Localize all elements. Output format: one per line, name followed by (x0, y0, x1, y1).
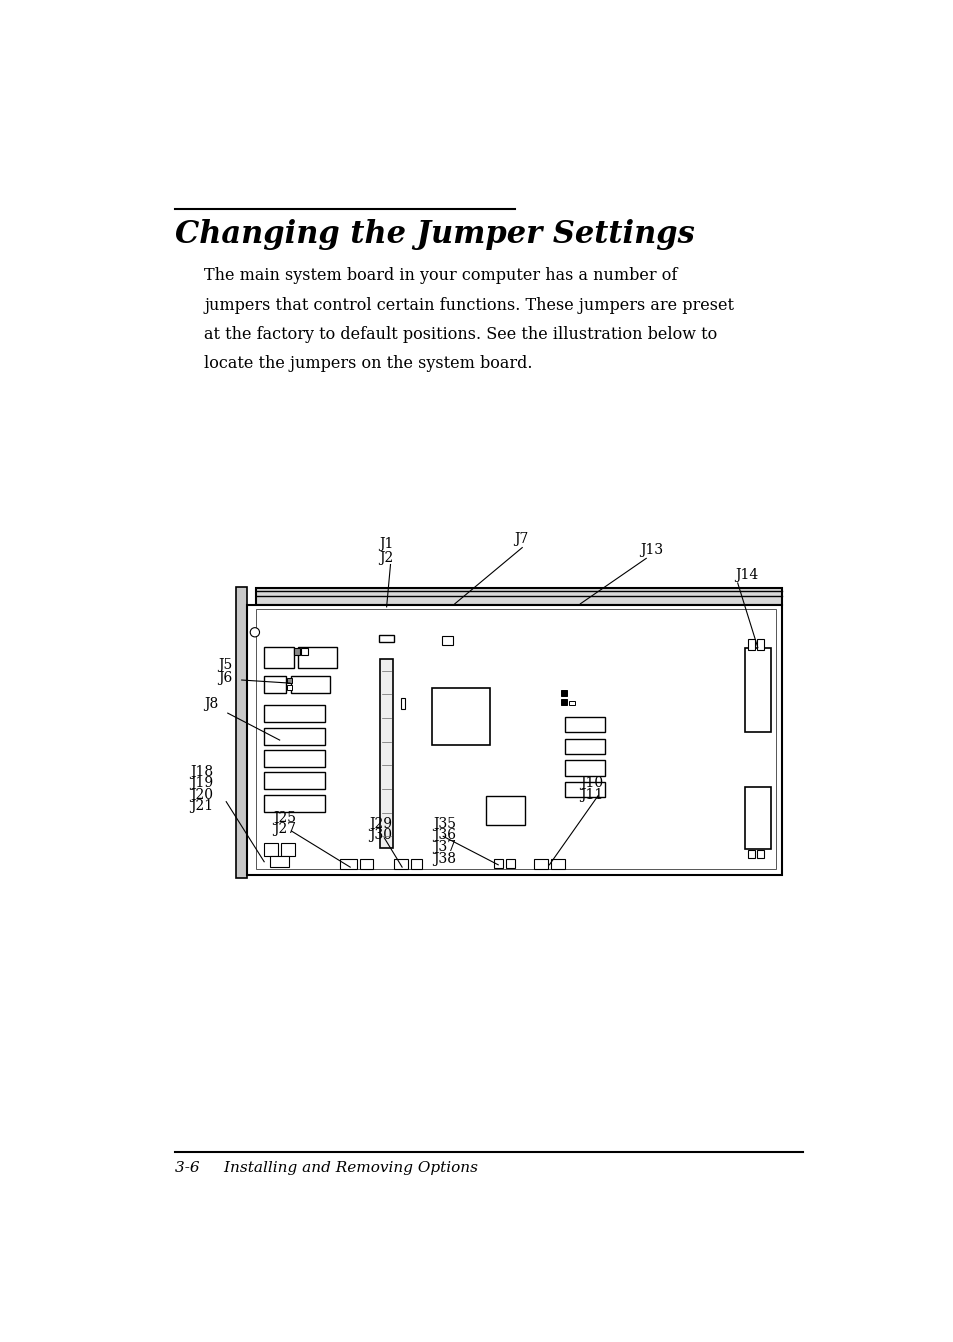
Bar (291, 676, 330, 692)
Text: J5: J5 (218, 659, 233, 672)
Text: J35: J35 (433, 817, 456, 831)
Text: J14: J14 (735, 568, 758, 582)
Text: J7: J7 (514, 531, 528, 546)
Bar (534, 859, 547, 868)
Text: J38: J38 (433, 852, 456, 866)
Bar (744, 786, 770, 848)
Text: J2: J2 (378, 550, 393, 565)
Bar (360, 859, 373, 868)
Bar (264, 773, 324, 789)
Bar (564, 760, 604, 776)
Bar (378, 635, 394, 643)
Bar (264, 750, 324, 768)
Text: J13: J13 (639, 542, 662, 557)
Text: J10: J10 (579, 776, 603, 790)
Bar (744, 648, 770, 733)
Bar (560, 699, 567, 706)
Bar (747, 851, 754, 858)
Bar (485, 796, 524, 825)
Bar (256, 588, 781, 605)
Bar (550, 859, 564, 868)
Text: J29: J29 (369, 817, 392, 831)
Bar (264, 647, 294, 668)
Bar (493, 859, 502, 868)
Bar (264, 727, 324, 745)
Bar (301, 648, 307, 655)
Bar (431, 687, 489, 745)
Text: J25: J25 (273, 811, 295, 825)
Bar (757, 639, 763, 650)
Text: jumpers that control certain functions. These jumpers are preset: jumpers that control certain functions. … (204, 297, 734, 314)
Text: The main system board in your computer has a number of: The main system board in your computer h… (204, 267, 678, 285)
Bar (564, 717, 604, 733)
Text: J20: J20 (191, 788, 213, 801)
Bar (287, 679, 292, 683)
Bar (294, 648, 299, 655)
Text: J1: J1 (378, 537, 393, 552)
Text: Changing the Jumper Settings: Changing the Jumper Settings (174, 219, 694, 250)
Bar (411, 859, 422, 868)
Bar (757, 851, 763, 858)
Bar (264, 794, 324, 812)
Bar (264, 843, 278, 856)
Text: 3-6     Installing and Removing Options: 3-6 Installing and Removing Options (174, 1161, 477, 1176)
Text: J37: J37 (433, 840, 456, 854)
Text: J6: J6 (218, 671, 233, 684)
Text: J19: J19 (191, 776, 213, 790)
Bar (400, 698, 405, 710)
Circle shape (250, 628, 259, 637)
Bar (264, 676, 286, 692)
Bar (568, 701, 575, 706)
Bar (298, 647, 336, 668)
Bar (340, 859, 356, 868)
Bar (505, 859, 515, 868)
Bar (560, 690, 567, 696)
Bar (394, 859, 408, 868)
Bar (256, 609, 775, 868)
Bar (281, 843, 294, 856)
Text: J18: J18 (191, 765, 213, 778)
Text: J8: J8 (204, 696, 218, 711)
Bar (270, 856, 289, 867)
Text: J30: J30 (369, 828, 392, 843)
Bar (235, 586, 247, 878)
Bar (747, 639, 754, 650)
Bar (264, 706, 324, 722)
Bar (442, 636, 453, 646)
Bar (564, 781, 604, 797)
Bar (380, 659, 393, 848)
Text: J11: J11 (579, 788, 603, 801)
Bar (287, 686, 292, 690)
Text: J27: J27 (273, 823, 295, 836)
Text: at the factory to default positions. See the illustration below to: at the factory to default positions. See… (204, 326, 717, 342)
Text: J36: J36 (433, 828, 456, 843)
Text: J21: J21 (191, 800, 213, 813)
Bar (247, 605, 781, 875)
Text: locate the jumpers on the system board.: locate the jumpers on the system board. (204, 356, 533, 372)
Bar (564, 738, 604, 754)
